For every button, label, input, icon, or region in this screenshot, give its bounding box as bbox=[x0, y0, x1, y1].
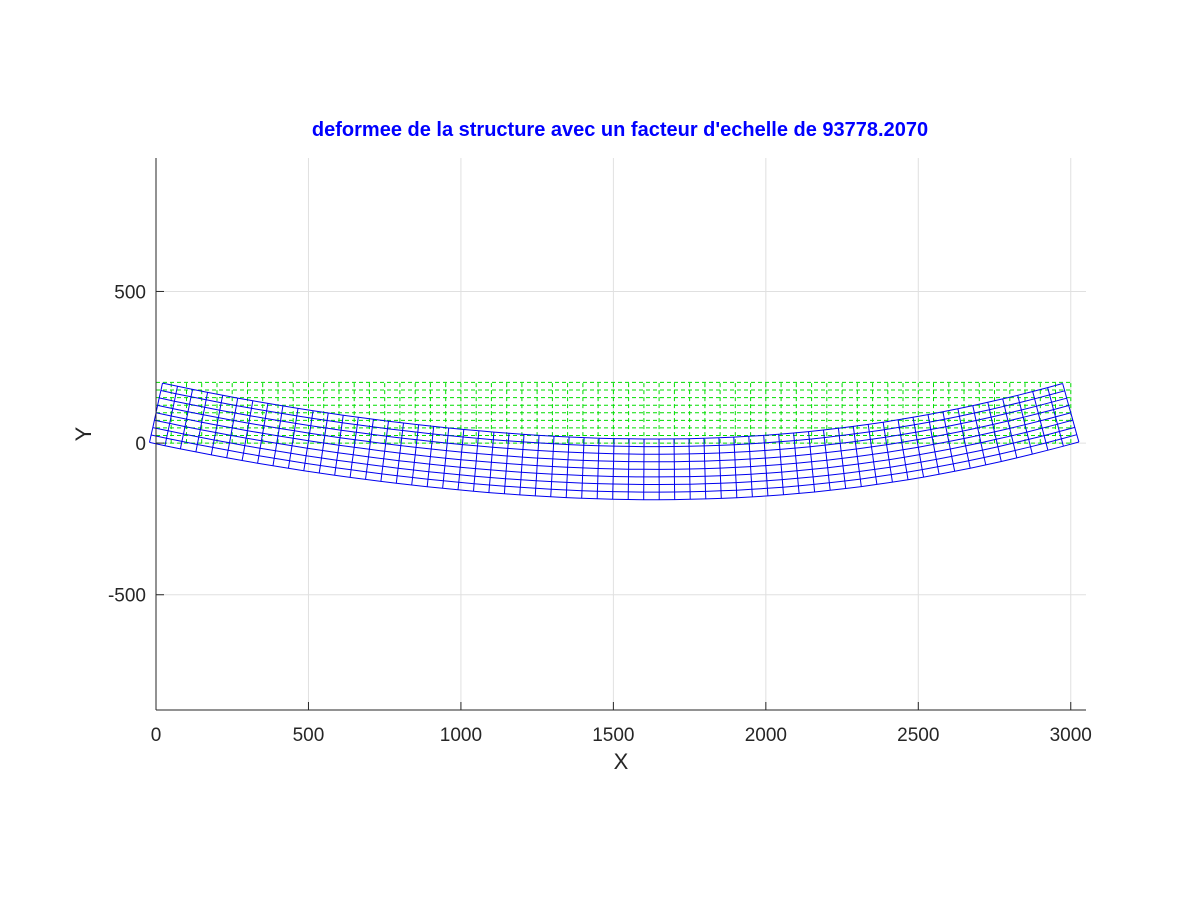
deformed-column-line bbox=[550, 436, 555, 497]
undeformed-mesh bbox=[155, 381, 1072, 444]
deformed-column-line bbox=[867, 424, 878, 485]
x-tick-label: 1500 bbox=[592, 725, 634, 746]
deformed-column-line bbox=[349, 417, 359, 478]
deformed-column-line bbox=[534, 435, 540, 496]
deformed-column-line bbox=[627, 438, 630, 500]
deformed-column-line bbox=[748, 436, 753, 497]
deformed-column-line bbox=[882, 422, 893, 483]
deformed-column-line bbox=[287, 408, 299, 469]
deformed-column-line bbox=[334, 415, 344, 476]
deformed-column-line bbox=[318, 412, 329, 474]
deformed-column-line bbox=[503, 433, 510, 494]
y-tick-label: 500 bbox=[114, 282, 146, 303]
deformed-column-line bbox=[837, 428, 847, 489]
y-tick-label: -500 bbox=[108, 586, 146, 607]
x-tick-label: 3000 bbox=[1050, 725, 1092, 746]
x-tick-label: 0 bbox=[151, 725, 162, 746]
deformed-column-line bbox=[688, 438, 691, 500]
deformed-column-line bbox=[365, 419, 374, 480]
deformed-column-line bbox=[426, 426, 435, 487]
deformed-column-line bbox=[987, 402, 1002, 462]
deformed-column-line bbox=[195, 392, 209, 452]
deformed-column-line bbox=[927, 414, 940, 475]
deformed-column-line bbox=[673, 438, 676, 500]
deformed-column-line bbox=[488, 432, 495, 493]
deformed-column-line bbox=[1002, 398, 1018, 459]
deformed-column-line bbox=[1032, 391, 1049, 451]
deformed-column-line bbox=[612, 438, 615, 500]
deformed-column-line bbox=[226, 398, 239, 458]
deformed-column-line bbox=[912, 417, 925, 478]
deformed-column-line bbox=[210, 395, 224, 455]
deformed-column-line bbox=[596, 438, 600, 499]
deformed-column-line bbox=[703, 438, 707, 499]
deformed-column-line bbox=[473, 430, 480, 492]
deformed-column-line bbox=[457, 429, 465, 490]
deformed-column-line bbox=[897, 419, 909, 480]
chart-title: deformee de la structure avec un facteur… bbox=[312, 119, 928, 141]
deformed-column-line bbox=[793, 432, 800, 494]
deformed-column-line bbox=[380, 421, 389, 482]
deformed-column-line bbox=[852, 426, 862, 487]
deformed-column-line bbox=[411, 424, 420, 486]
deformed-column-line bbox=[957, 408, 971, 469]
deformed-column-line bbox=[733, 437, 738, 498]
deformed-column-line bbox=[442, 427, 450, 489]
deformed-column-line bbox=[972, 405, 987, 466]
deformed-column-line bbox=[942, 411, 956, 472]
deformed-column-line bbox=[257, 403, 269, 464]
x-tick-label: 2500 bbox=[897, 725, 939, 746]
deformed-column-line bbox=[808, 431, 816, 493]
deformed-column-line bbox=[1047, 387, 1064, 447]
deformed-column-line bbox=[272, 405, 284, 466]
deformed-column-line bbox=[519, 434, 525, 495]
axes: 0 500 1000 1500 2000 2500 3000 -500 0 500 bbox=[108, 158, 1092, 746]
deformed-column-line bbox=[718, 437, 722, 499]
deformed-column-line bbox=[179, 389, 194, 449]
deformed-column-line bbox=[823, 429, 831, 491]
deformed-column-line bbox=[763, 435, 769, 496]
deformed-column-line bbox=[303, 410, 314, 471]
deformed-column-line bbox=[164, 386, 178, 446]
x-tick-label: 1000 bbox=[440, 725, 482, 746]
deformed-column-line bbox=[565, 436, 570, 498]
y-tick-label: 0 bbox=[135, 434, 146, 455]
x-axis-label: X bbox=[614, 749, 629, 774]
deformed-mesh bbox=[149, 382, 1080, 501]
x-tick-label: 500 bbox=[293, 725, 325, 746]
deformed-column-line bbox=[581, 437, 585, 499]
deformed-column-line bbox=[778, 434, 784, 495]
deformed-column-line bbox=[241, 400, 254, 461]
deformed-column-line bbox=[1062, 383, 1080, 443]
x-tick-label: 2000 bbox=[745, 725, 787, 746]
y-axis-label: Y bbox=[71, 426, 96, 441]
deformed-column-line bbox=[395, 422, 404, 484]
deformed-column-line bbox=[1017, 395, 1033, 455]
